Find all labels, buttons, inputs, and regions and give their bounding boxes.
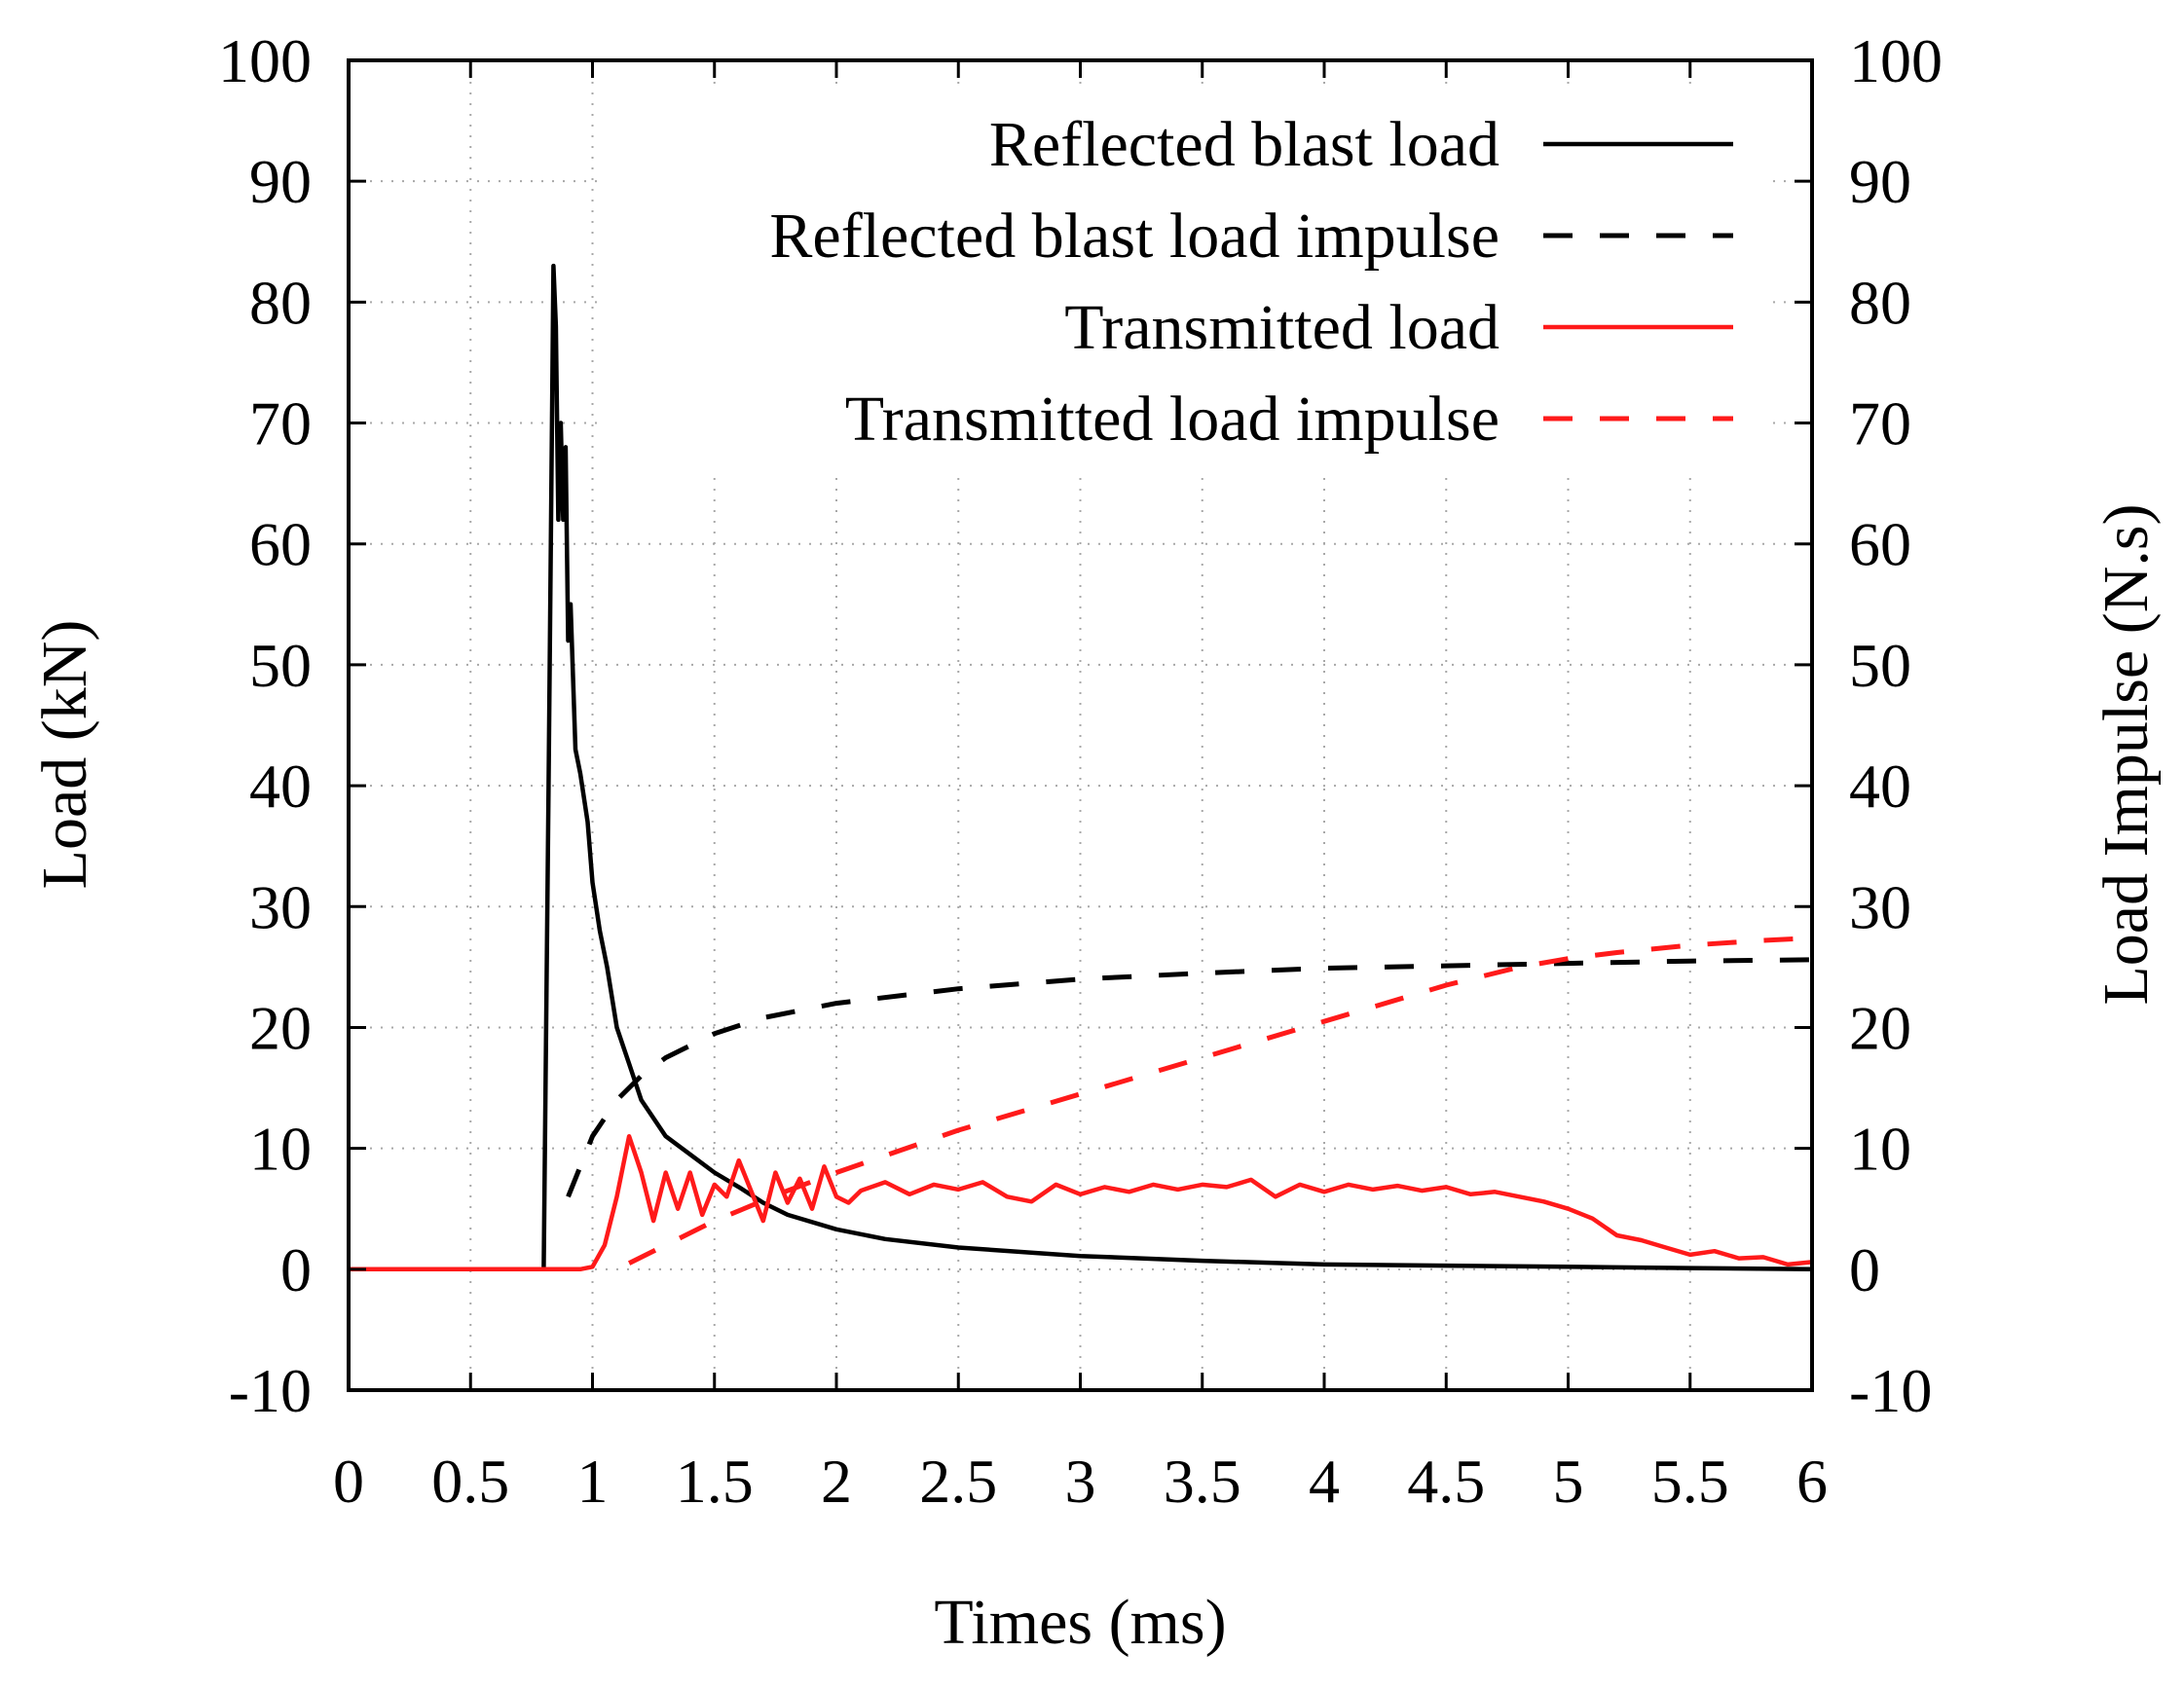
y2-tick-label: 80 <box>1849 268 1911 337</box>
y2-tick-label: 60 <box>1849 510 1911 579</box>
x-tick-label: 5.5 <box>1651 1447 1729 1516</box>
grid <box>349 60 1812 1390</box>
x-tick-label: 6 <box>1796 1447 1828 1516</box>
x-tick-label: 3.5 <box>1164 1447 1241 1516</box>
y2-tick-label: 20 <box>1849 993 1911 1062</box>
y2-tick-label: 90 <box>1849 147 1911 216</box>
x-tick-label: 4.5 <box>1407 1447 1485 1516</box>
x-tick-label: 0 <box>333 1447 364 1516</box>
series-layer <box>349 263 1813 1272</box>
x-axis-title: Times (ms) <box>934 1587 1226 1658</box>
x-tick-label: 0.5 <box>431 1447 509 1516</box>
y-tick-label: 0 <box>280 1235 312 1304</box>
y2-tick-label: 100 <box>1849 26 1943 95</box>
y2-tick-label: 0 <box>1849 1235 1880 1304</box>
x-tick-label: 3 <box>1065 1447 1096 1516</box>
y-tick-label: 50 <box>249 631 312 700</box>
y-tick-label: 10 <box>249 1115 312 1184</box>
series-line-4 <box>627 936 1813 1266</box>
y2-tick-label: 10 <box>1849 1115 1911 1184</box>
y-tick-label: 40 <box>249 752 312 821</box>
y-axis-title: Load (kN) <box>29 620 100 890</box>
y2-tick-label: -10 <box>1849 1356 1932 1425</box>
x-tick-label: 2 <box>821 1447 852 1516</box>
x-tick-label: 4 <box>1309 1447 1340 1516</box>
x-tick-label: 5 <box>1553 1447 1584 1516</box>
x-tick-label: 1.5 <box>676 1447 754 1516</box>
y-tick-label: 60 <box>249 510 312 579</box>
legend-label: Transmitted load impulse <box>845 384 1499 455</box>
legend: Reflected blast load Reflected blast load… <box>604 88 1772 473</box>
y-tick-label: 20 <box>249 993 312 1062</box>
y2-axis-title: Load Impulse (N.s) <box>2091 503 2162 1005</box>
legend-label: Transmitted load <box>1064 292 1499 363</box>
y2-tick-label: 70 <box>1849 389 1911 459</box>
x-tick-label: 1 <box>577 1447 609 1516</box>
axis-ticks: 0 0.5 1 1.5 2 2.5 3 3.5 4 4.5 5 5.5 6 -10 0 10 20 30 40 50 6… <box>218 26 1943 1516</box>
x-tick-label: 2.5 <box>919 1447 997 1516</box>
y-tick-label: 30 <box>249 872 312 941</box>
legend-label: Reflected blast load impulse <box>769 201 1499 272</box>
series-line-2 <box>566 957 1813 1198</box>
y-tick-label: 100 <box>218 26 312 95</box>
y-tick-label: 80 <box>249 268 312 337</box>
legend-label: Reflected blast load <box>989 109 1499 180</box>
y2-tick-label: 40 <box>1849 752 1911 821</box>
series-line-3 <box>349 1133 1813 1272</box>
y-tick-label: 70 <box>249 389 312 459</box>
series-line-1 <box>349 263 1813 1272</box>
legend-background <box>604 88 1772 473</box>
y2-tick-label: 50 <box>1849 631 1911 700</box>
y-tick-label: -10 <box>229 1356 312 1425</box>
y2-tick-label: 30 <box>1849 872 1911 941</box>
y-tick-label: 90 <box>249 147 312 216</box>
